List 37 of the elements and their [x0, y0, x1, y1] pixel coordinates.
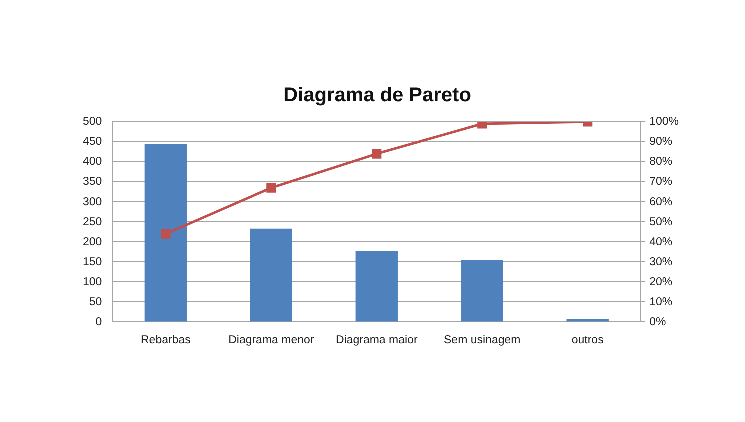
y2-tick-label: 20% [650, 276, 673, 288]
bar [566, 318, 609, 322]
y-tick-label: 200 [83, 236, 102, 248]
x-tick-label: outros [572, 334, 604, 346]
y2-tick-label: 80% [650, 156, 673, 168]
y2-tick-label: 10% [650, 296, 673, 308]
y-tick-label: 500 [83, 116, 102, 128]
point [266, 183, 276, 193]
y2-tick-label: 50% [650, 216, 673, 228]
y-tick-label: 100 [83, 276, 102, 288]
bar [250, 228, 293, 322]
y2-tick-label: 90% [650, 136, 673, 148]
y-tick-label: 50 [89, 296, 102, 308]
y2-tick-label: 0% [650, 316, 666, 328]
y2-tick-label: 100% [650, 116, 680, 128]
y-tick-label: 350 [83, 176, 102, 188]
y-tick-label: 150 [83, 256, 102, 268]
x-tick-label: Rebarbas [140, 334, 192, 346]
y2-tick-label: 70% [650, 176, 673, 188]
y2-tick-label: 40% [650, 236, 673, 248]
y2-tick-label: 30% [650, 256, 673, 268]
x-tick-label: Diagrama menor [228, 334, 314, 346]
x-tick-label: Diagrama maior [336, 334, 418, 346]
y-tick-label: 250 [83, 216, 102, 228]
x-tick-label: Sem usinagem [444, 334, 521, 346]
bar [356, 251, 398, 322]
y-tick-label: 0 [96, 316, 102, 328]
bar [461, 260, 504, 322]
chart-title: Diagrama de Pareto [284, 84, 472, 107]
y-tick-label: 400 [83, 156, 102, 168]
point [478, 122, 488, 129]
y2-tick-label: 60% [650, 196, 673, 208]
point [161, 229, 171, 239]
point [372, 149, 382, 159]
bar [144, 144, 188, 322]
y-tick-label: 300 [83, 196, 102, 208]
y-tick-label: 450 [83, 136, 102, 148]
